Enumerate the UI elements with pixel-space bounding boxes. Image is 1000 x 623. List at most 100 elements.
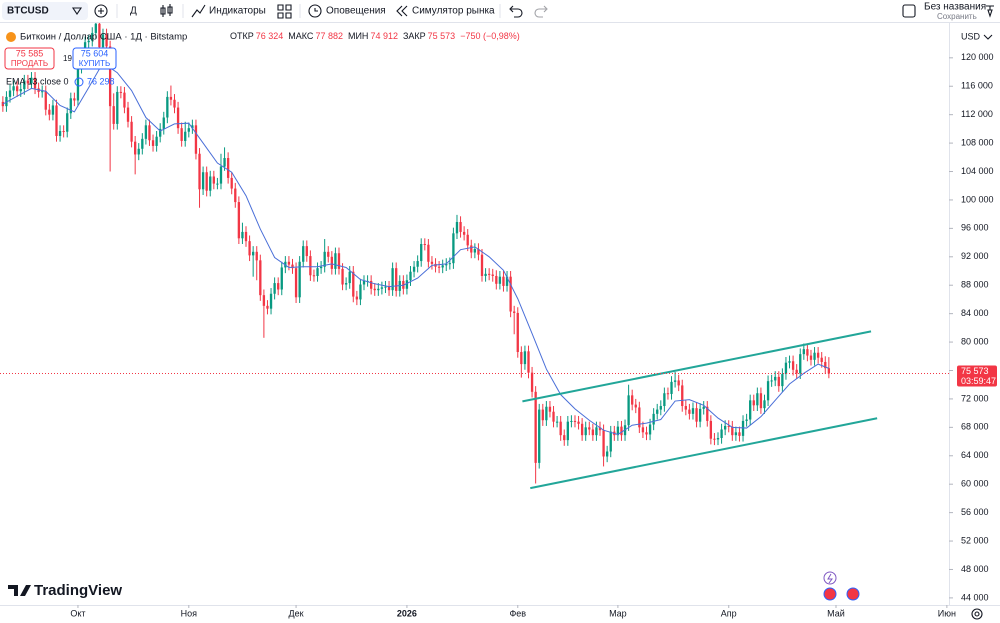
save-button[interactable]: Сохранить [937,12,977,21]
candle-body [677,380,680,386]
candle-body [759,393,763,409]
y-tick-label: 60 000 [961,479,989,489]
candle-body [62,131,65,133]
candle-body [19,89,22,92]
candle-body [334,253,337,269]
candle-body [73,98,76,101]
candle-body [294,268,298,298]
candle-body [184,131,187,141]
candle-body [362,280,366,285]
y-tick-label: 44 000 [961,592,989,602]
replay-icon[interactable] [396,5,408,17]
candle-body [448,263,451,265]
interval[interactable]: Д [130,6,137,17]
candle-body [799,354,802,374]
candle-body [173,99,176,108]
x-tick-label: Май [827,608,845,618]
chart-type-icon[interactable] [160,4,173,17]
indicator-settings-icon[interactable] [74,77,84,87]
ohlc-legend: ОТКР 76 324 МАКС 77 882 МИН 74 912 ЗАКР 75 573−… [230,31,520,41]
alerts-icon[interactable] [308,4,322,18]
x-tick-label: Дек [289,608,304,618]
alerts-button[interactable]: Оповещения [326,6,386,17]
sell-price[interactable]: 75 585 [16,48,44,58]
candle-body [391,268,394,291]
buy-button[interactable] [72,47,117,70]
candle-body [248,241,251,256]
sell-label[interactable]: ПРОДАТЬ [11,59,48,68]
candle-body [405,280,409,289]
currency-menu-icon[interactable] [983,34,993,40]
candle-body [605,451,609,457]
candle-body [681,385,684,407]
candle-body [44,91,47,110]
indicators-button[interactable]: Индикаторы [209,6,266,17]
currency[interactable]: USD [961,31,981,41]
candle-body [98,23,101,48]
candle-body [788,361,791,363]
candle-body [745,419,748,421]
candle-body [477,248,480,255]
candle-body [720,429,723,439]
undo-icon[interactable] [509,5,523,18]
candle-body [559,421,562,436]
trendline [522,330,872,403]
candle-body [305,246,308,257]
candle-body [824,361,827,369]
candle-body [41,91,44,93]
candle-body [187,128,190,132]
buy-price[interactable]: 75 604 [81,48,109,58]
layouts-icon[interactable] [277,4,292,19]
candle-body [563,435,566,441]
candle-body [280,267,283,290]
candle-body [487,273,491,275]
candle-body [312,275,316,277]
layout-name[interactable]: Без названия [924,2,986,13]
bitcoin-icon [6,32,16,42]
candle-body [774,376,777,381]
layout-checkbox[interactable] [902,4,916,18]
replay-button[interactable]: Симулятор рынка [412,6,495,17]
more-icon[interactable] [986,5,994,18]
candle-body [137,148,140,155]
indicators-icon[interactable] [191,4,206,18]
redo-icon[interactable] [534,5,548,18]
economic-event-flag[interactable] [846,587,860,601]
economic-event-flag[interactable] [823,587,837,601]
settings-icon[interactable] [971,608,983,620]
candle-body [731,426,734,436]
ohlc-value: 77 882 [315,31,343,41]
symbol-menu-icon[interactable] [71,7,83,15]
candle-body [412,266,416,272]
candle-body [470,245,473,253]
candle-body [727,425,730,427]
symbol[interactable]: BTCUSD [7,6,49,17]
ohlc-value: 74 912 [370,31,398,41]
candle-body [752,400,755,406]
candle-body [287,261,291,265]
candle-body [48,109,51,115]
candle-body [198,153,201,190]
candle-body [784,362,788,375]
candle-body [702,406,705,409]
y-tick-label: 80 000 [961,336,989,346]
candle-body [216,183,219,185]
symbol-search[interactable] [2,2,88,20]
candle-body [530,372,534,392]
y-tick-label: 72 000 [961,393,989,403]
candle-body [437,266,441,268]
buy-label[interactable]: КУПИТЬ [79,59,110,68]
events-icon[interactable] [823,571,837,585]
candle-body [813,352,816,360]
candle-body [55,105,58,136]
candle-body [584,427,587,436]
candle-body [509,276,512,312]
candle-body [58,131,62,136]
candle-body [259,260,262,296]
compare-icon[interactable] [94,4,108,18]
candle-body [791,361,795,370]
sell-button[interactable] [4,47,55,70]
y-tick-label: 112 000 [961,109,993,119]
candle-body [112,106,115,124]
candle-body [348,271,351,284]
